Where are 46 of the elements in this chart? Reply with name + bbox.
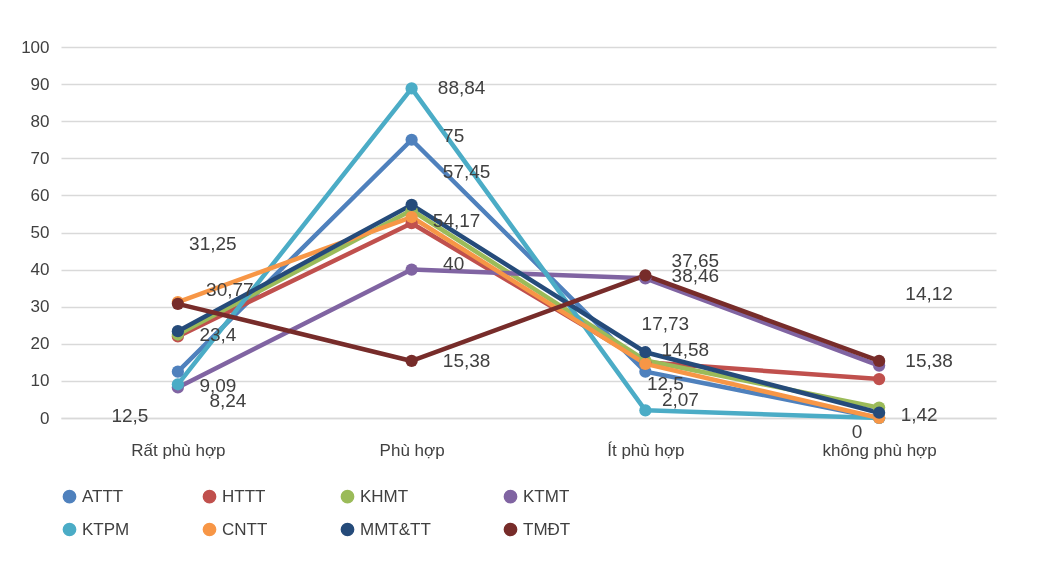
y-tick-label: 100 — [21, 37, 50, 57]
y-tick-label: 50 — [30, 223, 50, 242]
point — [405, 198, 418, 211]
point — [171, 365, 184, 378]
point — [405, 354, 418, 368]
point — [873, 354, 886, 368]
data-label: 12,5 — [111, 404, 149, 426]
x-tick-label: Rất phù hợp — [131, 440, 226, 460]
y-tick-label: 70 — [30, 148, 50, 168]
data-label: 14,12 — [905, 282, 953, 304]
legend-label: KHMT — [360, 486, 409, 506]
legend-label: CNTT — [222, 519, 268, 539]
point — [639, 346, 652, 359]
point — [405, 82, 418, 95]
x-tick-label: Phù hợp — [379, 440, 445, 460]
legend-label: HTTT — [222, 486, 266, 506]
y-tick-label: 20 — [30, 334, 50, 354]
data-label: 88,84 — [437, 77, 486, 99]
y-tick-label: 0 — [40, 408, 50, 428]
y-tick-label: 80 — [30, 111, 50, 131]
data-label: 40 — [443, 252, 465, 274]
point — [405, 263, 418, 276]
y-tick-label: 90 — [30, 74, 50, 94]
y-tick-label: 10 — [30, 371, 50, 391]
legend-label: ATTT — [82, 486, 124, 506]
data-label: 17,73 — [641, 313, 690, 335]
data-label: 1,42 — [900, 403, 938, 425]
y-tick-label: 40 — [30, 260, 50, 280]
legend-label: MMT&TT — [360, 519, 431, 539]
point — [639, 404, 652, 417]
data-label: 31,25 — [189, 233, 237, 255]
x-tick-label: Ít phù hợp — [607, 440, 685, 460]
data-label: 14,58 — [661, 338, 710, 360]
data-label: 15,38 — [442, 349, 491, 371]
data-label: 0 — [851, 421, 863, 442]
legend-label: KTPM — [82, 519, 130, 539]
y-tick-label: 60 — [30, 185, 50, 205]
legend-label: TMĐT — [523, 519, 571, 539]
data-label: 15,38 — [905, 349, 953, 371]
x-tick-label: không phù hợp — [822, 440, 937, 460]
point — [405, 133, 418, 146]
legend-label: KTMT — [523, 486, 570, 506]
point — [873, 406, 886, 419]
point — [873, 372, 886, 386]
point — [405, 210, 418, 224]
y-tick-label: 30 — [30, 297, 50, 317]
